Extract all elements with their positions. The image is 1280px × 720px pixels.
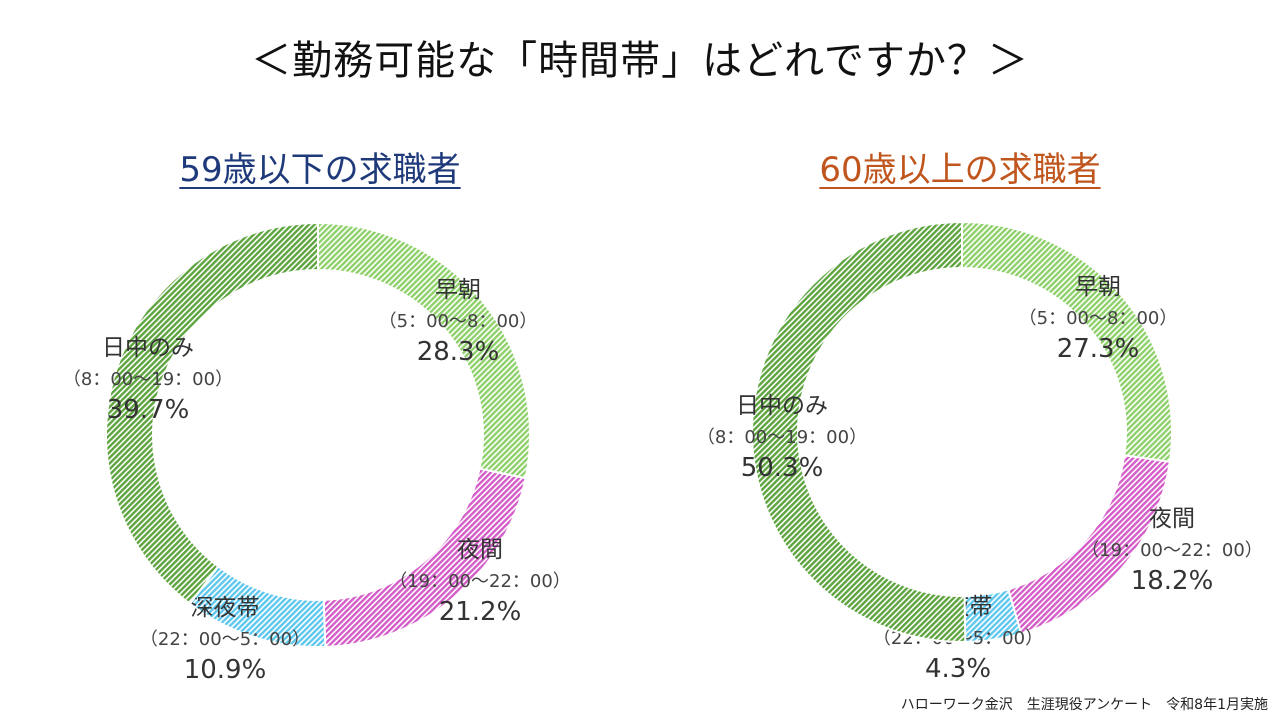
page-title: ＜勤務可能な「時間帯」はどれですか？＞	[251, 38, 1029, 84]
donut-slice-daytime	[751, 220, 967, 643]
footer-source: ハローワーク金沢 生涯現役アンケート 令和8年1月実施	[900, 697, 1268, 713]
chart-title-60-plus-text: 60歳以上の求職者	[819, 150, 1101, 190]
slice-time-daytime: （8：00～19：00）	[697, 427, 867, 448]
slice-value-night: 18.2%	[1131, 566, 1214, 596]
slice-label-daytime: 日中のみ	[736, 393, 828, 419]
slice-label-latenight: 深夜帯	[191, 595, 260, 621]
slice-label-early: 早朝	[1075, 274, 1121, 300]
slice-value-daytime: 50.3%	[741, 453, 824, 483]
donut-chart-under-59: 早朝 （5：00～8：00） 28.3% 夜間 （19：00～22：00） 21.2% 深夜…	[63, 221, 571, 685]
slice-label-daytime: 日中のみ	[102, 335, 194, 361]
slice-value-night: 21.2%	[439, 597, 522, 627]
slice-value-early: 28.3%	[417, 337, 500, 367]
donut-chart-60-plus: 早朝（5：00～8：00）27.3%夜間（19：00～22：00）18.2%深夜…	[697, 220, 1263, 684]
slice-time-early: （5：00～8：00）	[379, 311, 538, 332]
slice-time-night: （19：00～22：00）	[1081, 540, 1263, 561]
slice-value-latenight: 10.9%	[184, 655, 267, 685]
slice-time-night: （19：00～22：00）	[389, 571, 571, 592]
slice-value-latenight: 4.3%	[925, 654, 991, 684]
slice-time-daytime: （8：00～19：00）	[63, 369, 233, 390]
slice-time-latenight: （22：00～5：00）	[140, 629, 310, 650]
chart-title-under-59: 59歳以下の求職者	[0, 142, 640, 191]
donut-slice-daytime	[105, 221, 319, 606]
slice-time-early: （5：00～8：00）	[1019, 308, 1178, 329]
chart-title-60-plus: 60歳以上の求職者	[640, 142, 1280, 191]
chart-title-under-59-text: 59歳以下の求職者	[179, 150, 461, 190]
slice-label-night: 夜間	[1149, 506, 1195, 532]
slice-value-daytime: 39.7%	[107, 395, 190, 425]
slice-label-early: 早朝	[435, 277, 481, 303]
slice-value-early: 27.3%	[1057, 334, 1140, 364]
slice-label-night: 夜間	[457, 537, 503, 563]
